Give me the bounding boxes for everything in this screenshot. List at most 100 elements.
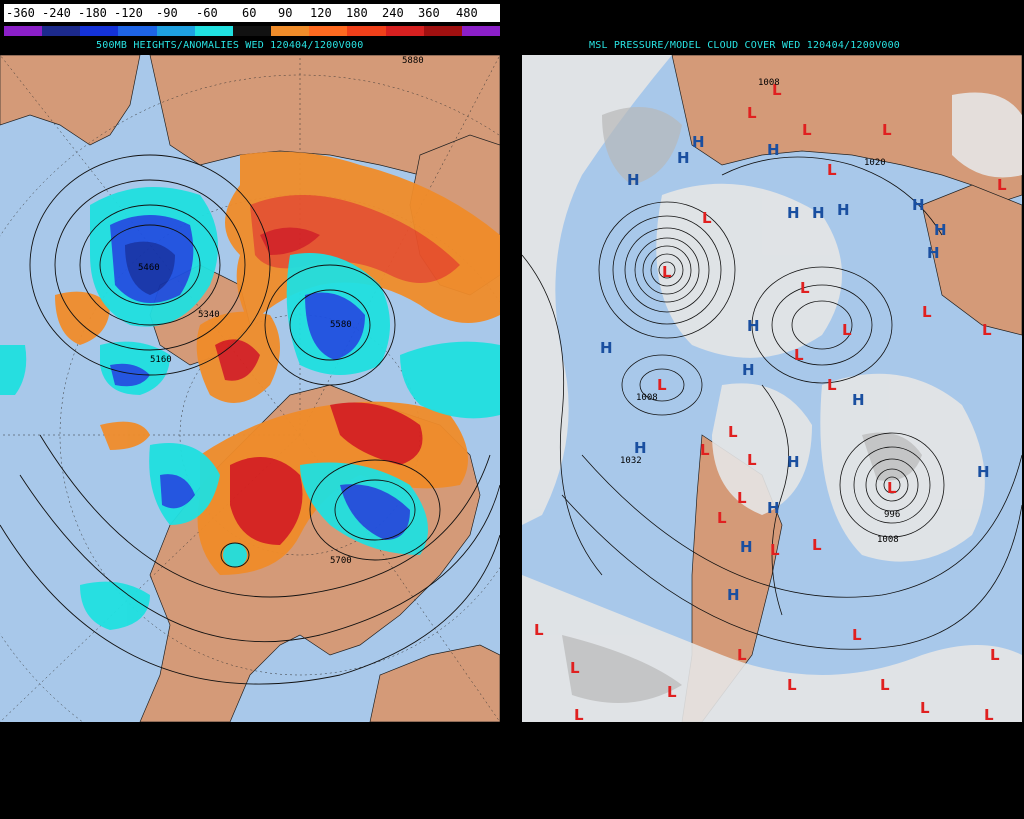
high-pressure-symbol: H [787,204,800,222]
land-eurasia-top [671,55,1022,206]
high-pressure-symbol: H [627,171,640,189]
height-contours [0,154,500,685]
low-pressure-symbol: L [728,423,738,441]
legend-label: -60 [196,6,218,20]
legend-color-swatch [156,26,195,36]
legend-color-swatch [194,26,233,36]
contour-label: 5700 [330,556,352,566]
high-pressure-markers: H H H H H H H H H H H H H H H H H H H H [600,133,990,604]
high-pressure-symbol: H [787,453,800,471]
right-panel-title: MSL PRESSURE/MODEL CLOUD COVER WED 12040… [589,40,901,51]
low-pressure-symbol: L [770,541,780,559]
low-pressure-symbol: L [827,376,837,394]
low-pressure-symbol: L [920,699,930,717]
high-pressure-symbol: H [852,391,865,409]
high-pressure-symbol: H [927,244,940,262]
legend-color-swatch [423,26,462,36]
low-pressure-symbol: L [852,626,862,644]
isobar-label: 1008 [636,393,658,403]
low-pressure-symbol: L [842,321,852,339]
isobar-label: 1008 [877,535,899,545]
low-pressure-symbol: L [570,659,580,677]
low-pressure-symbol: L [990,646,1000,664]
legend-color-swatch [461,26,501,36]
legend-color-swatch [232,26,272,36]
left-map-svg: 5880 5460 5340 5580 5700 5160 [0,55,500,722]
low-pressure-symbol: L [887,479,897,497]
high-pressure-symbol: H [977,463,990,481]
contour-label: 5460 [138,263,160,273]
low-pressure-symbol: L [717,509,727,527]
panel-divider [502,0,522,819]
legend-label: -360 [6,6,35,20]
high-pressure-symbol: H [747,317,760,335]
anomaly-color-legend: -360 -240 -180 -120 -90 -60 60 90 120 18… [4,4,501,36]
left-panel-title: 500MB HEIGHTS/ANOMALIES WED 120404/1200V… [96,40,364,51]
low-pressure-symbol: L [657,376,667,394]
low-pressure-symbol: L [982,321,992,339]
high-pressure-symbol: H [934,221,947,239]
legend-label: 120 [310,6,332,20]
high-pressure-symbol: H [740,538,753,556]
low-pressure-symbol: L [737,489,747,507]
low-pressure-symbol: L [922,303,932,321]
legend-color-swatch [347,26,386,36]
negative-anomalies [0,187,500,630]
isobar-label: 1008 [758,78,780,88]
legend-color-swatch [4,26,43,36]
low-pressure-markers: L L L L L L L L L L L L L L L L L L L L … [534,81,1007,722]
contour-label: 5580 [330,320,352,330]
high-pressure-symbol: H [727,586,740,604]
high-pressure-symbol: H [600,339,613,357]
isobar-label: 1020 [864,158,886,168]
low-pressure-symbol: L [702,209,712,227]
high-pressure-symbol: H [767,499,780,517]
high-pressure-symbol: H [692,133,705,151]
contour-label: 5340 [198,310,220,320]
low-pressure-symbol: L [747,451,757,469]
cloud-cover-dark [562,107,922,703]
low-pressure-symbol: L [667,683,677,701]
low-pressure-symbol: L [812,536,822,554]
legend-color-swatch [385,26,424,36]
legend-label: 240 [382,6,404,20]
legend-label: -90 [156,6,178,20]
land-asia-left [0,55,141,146]
legend-color-swatch [118,26,157,36]
high-pressure-symbol: H [912,196,925,214]
map-msl-pressure-cloud-cover: H H H H H H H H H H H H H H H H H H H H … [522,55,1022,722]
low-pressure-symbol: L [882,121,892,139]
land-greenland [921,184,1022,336]
low-pressure-symbol: L [880,676,890,694]
high-pressure-symbol: H [677,149,690,167]
low-pressure-symbol: L [534,621,544,639]
land-africa [369,644,500,722]
high-pressure-symbol: H [634,439,647,457]
low-pressure-symbol: L [997,176,1007,194]
legend-color-swatch [309,26,348,36]
legend-label: -180 [78,6,107,20]
legend-color-swatch [80,26,119,36]
legend-label: 480 [456,6,478,20]
low-pressure-symbol: L [794,346,804,364]
low-pressure-symbol: L [772,81,782,99]
right-map-svg: H H H H H H H H H H H H H H H H H H H H … [522,55,1022,722]
high-pressure-symbol: H [742,361,755,379]
legend-label: -240 [42,6,71,20]
legend-label: 360 [418,6,440,20]
legend-labels: -360 -240 -180 -120 -90 -60 60 90 120 18… [4,4,500,22]
low-pressure-symbol: L [737,646,747,664]
map-500mb-heights-anomalies: 5880 5460 5340 5580 5700 5160 [0,55,500,722]
legend-color-bar [4,26,501,36]
legend-label: -120 [114,6,143,20]
low-pressure-symbol: L [747,104,757,122]
isobar-label: 996 [884,510,900,520]
legend-color-swatch [271,26,310,36]
isobars [522,156,1022,650]
low-pressure-symbol: L [802,121,812,139]
high-pressure-symbol: H [812,204,825,222]
isobar-label: 1032 [620,456,642,466]
legend-color-swatch [42,26,81,36]
low-pressure-symbol: L [984,706,994,722]
legend-label: 180 [346,6,368,20]
